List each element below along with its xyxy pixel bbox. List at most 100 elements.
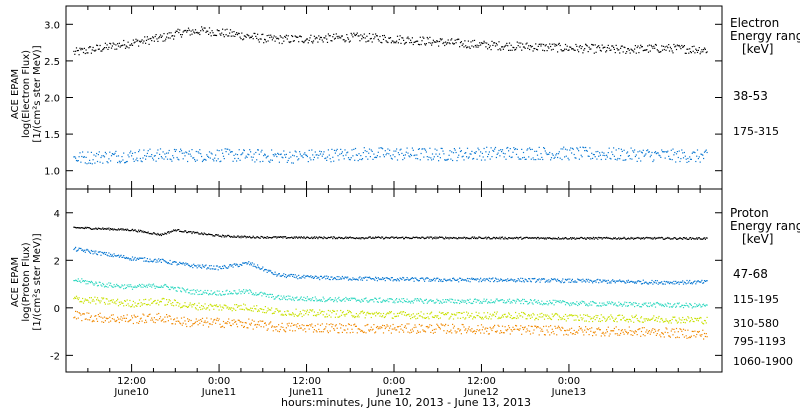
data-point [255, 323, 257, 326]
data-point [78, 156, 80, 158]
data-point [124, 229, 126, 231]
data-point [223, 264, 225, 267]
data-point [209, 32, 211, 34]
data-point [244, 291, 246, 293]
data-point [521, 49, 523, 51]
data-point [366, 279, 368, 281]
data-point [566, 315, 568, 317]
data-point [240, 154, 242, 156]
data-point [385, 154, 387, 156]
data-point [391, 277, 393, 279]
data-point [154, 155, 156, 157]
data-point [168, 232, 170, 234]
data-point [287, 35, 289, 37]
data-point [430, 331, 432, 333]
data-point [386, 152, 388, 154]
data-point [660, 303, 662, 305]
data-point [347, 311, 350, 314]
data-point [319, 275, 322, 277]
data-point [410, 300, 413, 302]
data-point [152, 159, 155, 161]
data-point [210, 304, 212, 306]
data-point [75, 159, 78, 162]
data-point [562, 50, 564, 52]
data-point [75, 157, 77, 159]
data-point [523, 312, 525, 315]
data-point [672, 148, 674, 150]
data-point [178, 320, 180, 322]
data-point [181, 34, 183, 36]
data-point [541, 237, 543, 239]
data-point [223, 236, 225, 238]
data-point [208, 233, 211, 235]
data-point [468, 156, 470, 158]
data-point [609, 157, 611, 159]
data-point [663, 280, 665, 282]
data-point [452, 299, 454, 301]
data-point [523, 46, 525, 48]
data-point [295, 297, 297, 299]
data-point [485, 46, 487, 48]
data-point [307, 314, 309, 316]
data-point [264, 39, 266, 41]
data-point [280, 275, 282, 277]
data-point [140, 160, 142, 162]
data-point [651, 318, 653, 320]
data-point [654, 238, 657, 240]
data-point [615, 238, 617, 240]
data-point [596, 158, 598, 160]
data-point [257, 264, 259, 266]
data-point [534, 48, 536, 50]
data-point [568, 238, 570, 240]
data-point [270, 34, 272, 36]
data-point [518, 237, 520, 239]
data-point [627, 279, 629, 281]
data-point [399, 300, 401, 302]
data-point [321, 237, 323, 239]
data-point [392, 301, 394, 304]
data-point [124, 317, 126, 319]
data-point [424, 317, 426, 319]
data-point [506, 237, 508, 240]
data-point [416, 40, 418, 42]
data-point [122, 317, 124, 319]
data-point [270, 237, 272, 239]
data-point [431, 300, 433, 302]
data-point [89, 162, 92, 164]
data-point [222, 155, 225, 157]
data-point [593, 316, 595, 318]
data-point [340, 35, 343, 37]
data-point [239, 235, 241, 238]
data-point [601, 281, 603, 283]
data-point [576, 281, 578, 283]
data-point [458, 281, 460, 283]
data-point [231, 236, 233, 238]
data-point [126, 160, 128, 163]
data-point [456, 238, 458, 240]
data-point [130, 150, 132, 152]
data-point [212, 305, 214, 307]
data-point [132, 259, 134, 261]
data-point [638, 280, 640, 282]
data-point [383, 238, 385, 240]
data-point [523, 281, 525, 283]
data-point [175, 30, 177, 32]
data-point [665, 304, 667, 306]
data-point [312, 154, 314, 156]
data-point [148, 43, 150, 45]
data-point [648, 319, 650, 321]
data-point [279, 310, 281, 312]
data-point [260, 291, 262, 293]
data-point [690, 304, 692, 306]
data-point [270, 321, 272, 323]
data-point [291, 299, 293, 301]
data-point [592, 280, 594, 282]
data-point [256, 159, 258, 161]
data-point [165, 284, 167, 286]
data-point [345, 276, 347, 278]
data-point [517, 298, 519, 301]
data-point [290, 325, 292, 327]
data-point [265, 324, 267, 326]
data-point [529, 301, 531, 304]
data-point [289, 295, 291, 297]
